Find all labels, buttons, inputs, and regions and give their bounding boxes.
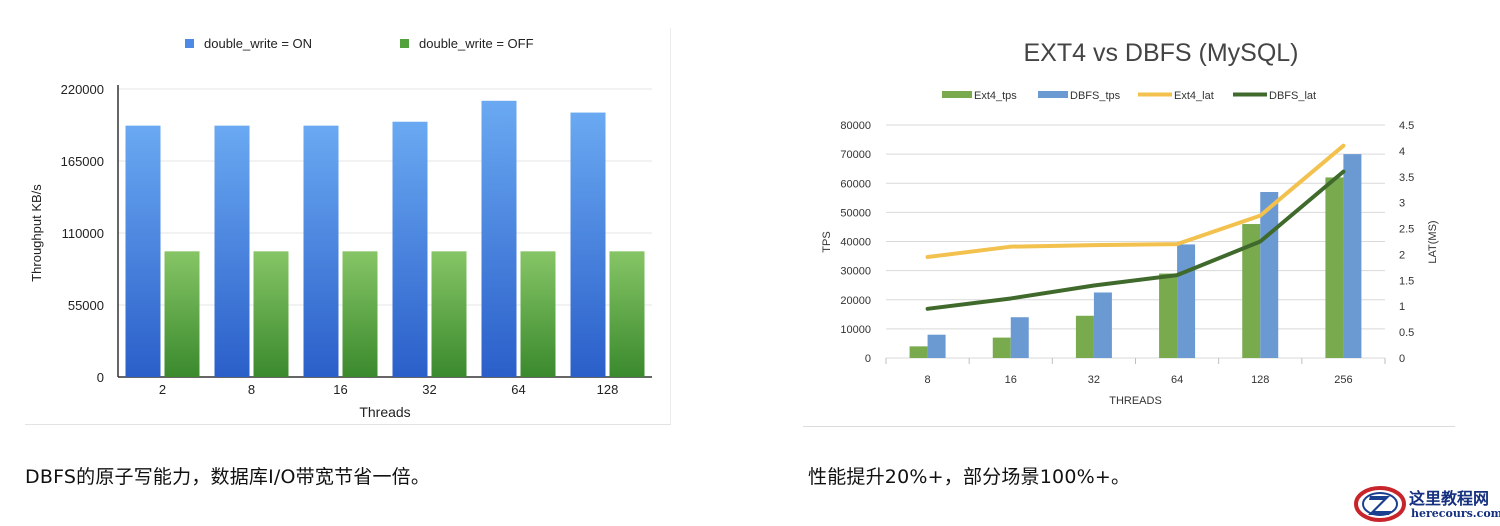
legend-swatch <box>185 39 194 48</box>
y-tick-label: 165000 <box>61 154 104 169</box>
watermark-text-en: herecours.com <box>1411 507 1500 520</box>
chart-panel-ext4-vs-dbfs: EXT4 vs DBFS (MySQL) 0 10000 20000 30000 4000… <box>803 28 1455 427</box>
y-tick-label: 70000 <box>840 149 871 161</box>
bar-on <box>125 125 161 378</box>
y2-tick-label: 1 <box>1399 301 1405 313</box>
legend-label: double_write = OFF <box>419 36 534 51</box>
x-tick-label: 256 <box>1334 374 1352 386</box>
y-tick-label: 50000 <box>840 207 871 219</box>
y2-tick-label: 2 <box>1399 249 1405 261</box>
y2-tick-label: 3.5 <box>1399 172 1414 184</box>
x-tick-label: 32 <box>1088 374 1100 386</box>
y-tick-label: 30000 <box>840 266 871 278</box>
y-tick-label: 20000 <box>840 295 871 307</box>
y-axis-title: TPS <box>821 231 833 252</box>
y2-tick-label: 4 <box>1399 146 1405 158</box>
bar-ext4-tps <box>1075 315 1094 358</box>
bar-dbfs-tps <box>927 334 946 358</box>
bar-off <box>520 251 556 377</box>
legend-swatch <box>400 39 409 48</box>
double-write-throughput-chart: 0 55000 110000 165000 220000 2 8 16 32 64 128 Threa… <box>29 36 652 420</box>
y2-tick-label: 0 <box>1399 353 1405 365</box>
legend-label: DBFS_tps <box>1070 90 1121 102</box>
bar-on <box>570 112 606 378</box>
x-tick-label: 64 <box>511 382 525 397</box>
line-ext4-lat <box>925 143 1346 260</box>
legend-label: DBFS_lat <box>1269 90 1316 102</box>
bar-on <box>392 121 428 378</box>
watermark-logo: 这里教程网 herecours.com <box>1353 484 1500 524</box>
bar-off <box>253 251 289 377</box>
x-axis-title: THREADS <box>1109 395 1162 407</box>
y-tick-label: 60000 <box>840 178 871 190</box>
ext4-vs-dbfs-chart: EXT4 vs DBFS (MySQL) 0 10000 20000 30000 4000… <box>821 39 1439 407</box>
legend-swatch <box>942 91 972 98</box>
x-tick-label: 2 <box>159 382 166 397</box>
x-tick-label: 128 <box>597 382 619 397</box>
x-tick-label: 16 <box>333 382 347 397</box>
chart-title: EXT4 vs DBFS (MySQL) <box>1023 39 1298 67</box>
bar-on <box>481 100 517 378</box>
bar-ext4-tps <box>909 346 928 358</box>
caption-right: 性能提升20%+，部分场景100%+。 <box>808 466 1131 488</box>
y-tick-label: 110000 <box>62 226 104 241</box>
y-tick-label: 0 <box>97 370 104 385</box>
bar-off <box>431 251 467 377</box>
bar-ext4-tps <box>1159 273 1178 358</box>
y-tick-label: 220000 <box>61 82 104 97</box>
y-axis-title: Throughput KB/s <box>29 184 44 282</box>
bar-ext4-tps <box>1325 177 1344 358</box>
y-tick-label: 0 <box>865 353 871 365</box>
chart-panel-double-write: 0 55000 110000 165000 220000 2 8 16 32 64 128 Threa… <box>25 28 671 425</box>
x-tick-label: 128 <box>1251 374 1269 386</box>
x-tick-label: 16 <box>1005 374 1017 386</box>
bar-dbfs-tps <box>1177 244 1196 358</box>
legend-label: Ext4_lat <box>1174 90 1214 102</box>
bar-dbfs-tps <box>1093 292 1112 358</box>
y2-tick-label: 3 <box>1399 198 1405 210</box>
x-tick-label: 8 <box>925 374 931 386</box>
y-tick-label: 10000 <box>840 324 871 336</box>
y-tick-label: 40000 <box>840 237 871 249</box>
line-dbfs-lat <box>925 169 1346 311</box>
y2-axis-title: LAT(MS) <box>1427 220 1439 263</box>
x-axis-title: Threads <box>359 404 410 420</box>
bar-on <box>214 125 250 378</box>
y-tick-label: 80000 <box>840 120 871 132</box>
watermark-text-cn: 这里教程网 <box>1409 489 1490 508</box>
y2-tick-label: 1.5 <box>1399 275 1414 287</box>
bar-off <box>164 251 200 377</box>
bar-dbfs-tps <box>1260 191 1279 358</box>
bar-dbfs-tps <box>1343 154 1362 358</box>
y2-tick-label: 0.5 <box>1399 327 1414 339</box>
bar-ext4-tps <box>992 337 1011 358</box>
bar-off <box>342 251 378 377</box>
legend-label: Ext4_tps <box>974 90 1017 102</box>
bar-off <box>609 251 645 377</box>
x-tick-label: 8 <box>248 382 255 397</box>
x-tick-label: 64 <box>1171 374 1183 386</box>
legend-swatch <box>1038 91 1068 98</box>
x-tick-label: 32 <box>422 382 436 397</box>
z-logo-icon <box>1354 486 1406 522</box>
bar-on <box>303 125 339 378</box>
y2-tick-label: 4.5 <box>1399 120 1414 132</box>
y2-tick-label: 2.5 <box>1399 224 1414 236</box>
legend-label: double_write = ON <box>204 36 312 51</box>
bar-ext4-tps <box>1242 224 1261 358</box>
bar-dbfs-tps <box>1010 317 1029 358</box>
y-tick-label: 55000 <box>68 298 104 313</box>
caption-left: DBFS的原子写能力，数据库I/O带宽节省一倍。 <box>25 466 431 488</box>
